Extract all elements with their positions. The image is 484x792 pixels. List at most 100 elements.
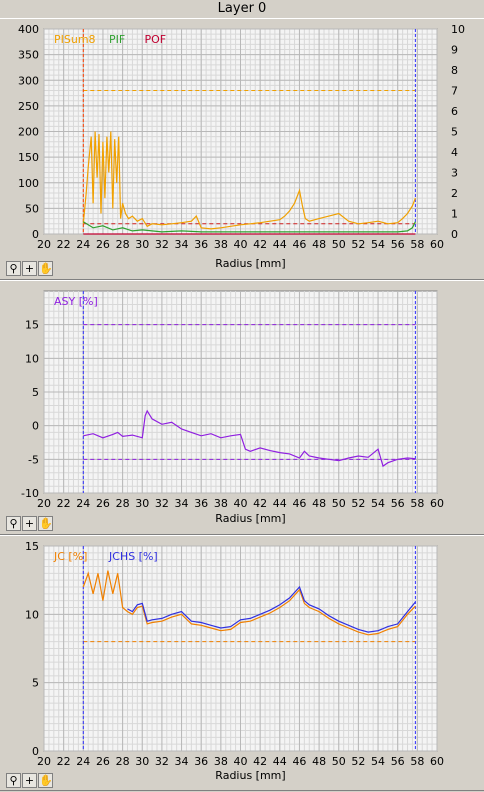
y-tick-label: 5: [32, 677, 39, 690]
y-tick-label: 350: [18, 49, 39, 62]
x-tick-label: 38: [214, 755, 228, 768]
x-tick-label: 26: [96, 755, 110, 768]
x-tick-label: 48: [312, 497, 326, 510]
x-tick-label: 52: [351, 238, 365, 251]
y2-tick-label: 8: [451, 64, 458, 77]
x-tick-label: 60: [430, 497, 444, 510]
y-tick-label: 50: [25, 202, 39, 215]
x-tick-label: 32: [155, 497, 169, 510]
x-tick-label: 26: [96, 497, 110, 510]
x-tick-label: 56: [391, 497, 405, 510]
chart-panel-3: 20 22 24 26 28 30 32 34 36 38 40 42 44 46 48 50 52 54 56 58…: [0, 535, 484, 791]
y-tick-label: -10: [21, 487, 39, 500]
crosshair-icon[interactable]: +: [22, 516, 37, 531]
x-tick-label: 38: [214, 238, 228, 251]
x-tick-label: 24: [76, 497, 90, 510]
zoom-icon[interactable]: ⚲: [6, 773, 21, 788]
x-tick-label: 28: [116, 497, 130, 510]
pisum8-chart[interactable]: 20 22 24 26 28 30 32 34 36 38 40 42 44 46 48 50 52 54 56 58…: [0, 19, 484, 281]
crosshair-icon[interactable]: +: [22, 261, 37, 276]
zoom-icon[interactable]: ⚲: [6, 261, 21, 276]
window-title: Layer 0: [217, 1, 267, 16]
x-axis-label: Radius [mm]: [215, 769, 285, 782]
x-tick-label: 52: [351, 497, 365, 510]
x-tick-label: 46: [292, 497, 306, 510]
legend-item: POF: [145, 33, 167, 46]
y2-tick-label: 4: [451, 146, 458, 159]
x-tick-label: 56: [391, 755, 405, 768]
x-tick-label: 42: [253, 497, 267, 510]
x-tick-label: 40: [234, 238, 248, 251]
legend-item: ASY [%]: [54, 295, 98, 308]
chart-panel-2: 20 22 24 26 28 30 32 34 36 38 40 42 44 46 48 50 52 54 56 58…: [0, 280, 484, 535]
x-tick-label: 28: [116, 755, 130, 768]
y2-tick-label: 3: [451, 167, 458, 180]
hand-icon[interactable]: ✋: [38, 773, 53, 788]
x-tick-label: 42: [253, 238, 267, 251]
x-tick-label: 30: [135, 238, 149, 251]
x-tick-label: 52: [351, 755, 365, 768]
x-tick-label: 30: [135, 755, 149, 768]
x-tick-label: 36: [194, 238, 208, 251]
x-tick-label: 22: [57, 497, 71, 510]
jc-chart[interactable]: 20 22 24 26 28 30 32 34 36 38 40 42 44 46 48 50 52 54 56 58…: [0, 536, 484, 792]
x-tick-label: 60: [430, 755, 444, 768]
x-tick-label: 34: [175, 755, 189, 768]
x-tick-label: 28: [116, 238, 130, 251]
chart-panel-1: 20 22 24 26 28 30 32 34 36 38 40 42 44 46 48 50 52 54 56 58…: [0, 18, 484, 280]
chart-toolbar: ⚲ + ✋: [6, 773, 53, 789]
series-line-jchs: [127, 585, 416, 633]
y-tick-label: 250: [18, 100, 39, 113]
x-tick-label: 44: [273, 755, 287, 768]
x-tick-label: 58: [410, 497, 424, 510]
x-tick-label: 54: [371, 238, 385, 251]
x-tick-label: 22: [57, 755, 71, 768]
x-tick-label: 32: [155, 755, 169, 768]
series-line-pif: [82, 221, 416, 233]
x-tick-label: 20: [37, 238, 51, 251]
series-line-jc: [82, 570, 416, 636]
x-tick-label: 46: [292, 755, 306, 768]
y2-tick-label: 6: [451, 105, 458, 118]
chart-toolbar: ⚲ + ✋: [6, 261, 53, 277]
legend-item: JC [%]: [53, 550, 87, 563]
x-tick-label: 58: [410, 755, 424, 768]
x-tick-label: 40: [234, 497, 248, 510]
x-tick-label: 44: [273, 238, 287, 251]
x-tick-label: 42: [253, 755, 267, 768]
y-tick-label: -5: [28, 453, 39, 466]
y2-tick-label: 9: [451, 44, 458, 57]
x-tick-label: 30: [135, 497, 149, 510]
x-tick-label: 48: [312, 238, 326, 251]
zoom-icon[interactable]: ⚲: [6, 516, 21, 531]
x-tick-label: 20: [37, 755, 51, 768]
x-tick-label: 60: [430, 238, 444, 251]
asy-chart[interactable]: 20 22 24 26 28 30 32 34 36 38 40 42 44 46 48 50 52 54 56 58…: [0, 281, 484, 536]
y-tick-label: 200: [18, 126, 39, 139]
hand-icon[interactable]: ✋: [38, 261, 53, 276]
series-line-asy: [83, 409, 416, 468]
y2-tick-label: 10: [451, 23, 465, 36]
legend-item: PIF: [109, 33, 125, 46]
y-tick-label: 150: [18, 151, 39, 164]
x-tick-label: 50: [332, 497, 346, 510]
y-tick-label: 100: [18, 177, 39, 190]
y-tick-label: 15: [25, 319, 39, 332]
y-tick-label: 15: [25, 540, 39, 553]
legend-item: PISum8: [54, 33, 96, 46]
y-tick-label: 300: [18, 74, 39, 87]
y-tick-label: 10: [25, 608, 39, 621]
x-tick-label: 44: [273, 497, 287, 510]
x-tick-label: 34: [175, 238, 189, 251]
hand-icon[interactable]: ✋: [38, 516, 53, 531]
x-tick-label: 24: [76, 238, 90, 251]
y2-tick-label: 2: [451, 187, 458, 200]
x-tick-label: 54: [371, 497, 385, 510]
chart-toolbar: ⚲ + ✋: [6, 516, 53, 532]
y-tick-label: 0: [32, 745, 39, 758]
x-tick-label: 32: [155, 238, 169, 251]
x-tick-label: 36: [194, 755, 208, 768]
x-tick-label: 50: [332, 755, 346, 768]
y-tick-label: 0: [32, 228, 39, 241]
crosshair-icon[interactable]: +: [22, 773, 37, 788]
